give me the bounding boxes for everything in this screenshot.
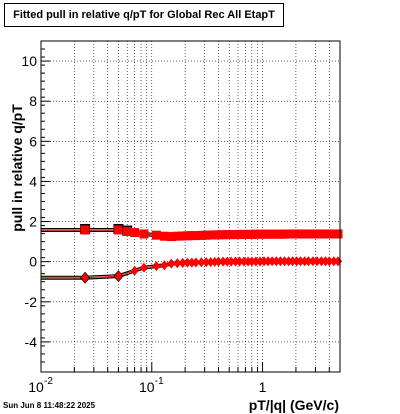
diamond-marker [325,256,334,267]
diamond-marker [296,256,305,267]
x-tick-label: 10 [28,379,44,395]
diamond-marker [235,256,244,267]
chart-title: Fitted pull in relative q/pT for Global … [4,3,284,27]
diamond-marker [191,257,200,268]
square-marker [159,231,169,241]
diamond-marker [272,256,281,267]
square-marker [122,227,132,237]
x-tick-label: 10 [139,379,155,395]
y-tick-label: 4 [29,173,37,189]
diamond-marker [202,257,211,268]
diamond-marker [227,256,236,267]
diamond-marker [160,260,169,271]
axis-ticks [40,48,341,372]
square-marker [213,230,223,240]
square-marker [324,229,334,239]
diamond-marker [284,256,293,267]
diamond-marker [334,256,343,267]
diamond-marker [276,256,285,267]
y-tick-label: 6 [29,133,37,149]
y-tick-label: 10 [21,53,37,69]
diamond-marker [81,272,90,283]
y-tick-label: 2 [29,214,37,230]
y-tick-label: -4 [25,334,38,350]
x-tick-label-exponent: -2 [44,376,53,387]
diamond-marker [219,256,228,267]
diamond-marker [247,256,256,267]
x-tick-label: 1 [259,379,267,395]
diamond-marker [173,258,182,269]
diamond-marker [268,256,277,267]
square-marker [113,225,123,235]
square-marker [166,232,176,242]
diamond-marker [214,256,223,267]
diamond-marker [264,256,273,267]
diamond-marker [152,261,161,272]
diamond-marker [139,262,148,273]
diamond-marker [308,256,317,267]
square-marker [130,228,140,238]
diamond-marker [240,256,249,267]
diamond-marker [130,265,139,276]
diamond-marker [304,256,313,267]
diamond-marker [231,256,240,267]
diamond-marker [259,256,268,267]
square-marker [178,231,188,241]
diamond-marker [251,256,260,267]
square-marker [191,231,201,241]
square-marker [151,230,161,240]
diamond-marker [313,256,322,267]
diamond-marker [114,271,123,282]
diamond-marker [167,258,176,269]
diamond-marker [329,256,338,267]
x-tick-label-exponent: -1 [155,376,164,387]
diamond-marker [178,257,187,268]
timestamp: Sun Jun 8 11:48:22 2025 [3,401,96,410]
square-marker [196,230,206,240]
plot-frame [40,40,341,373]
chart-title-text: Fitted pull in relative q/pT for Global … [13,9,275,21]
y-tick-label: 0 [29,254,37,270]
square-marker [172,231,182,241]
diamond-marker [317,256,326,267]
diamond-marker [183,257,192,268]
y-axis-label: pull in relative q/pT [9,104,25,232]
diamond-marker [280,256,289,267]
y-tick-label: 8 [29,93,37,109]
grid-lines [40,41,341,372]
x-axis-label: pT/|q| (GeV/c) [249,397,339,413]
y-tick-label: -2 [25,294,38,310]
diamond-marker [197,257,206,268]
data-markers [80,223,343,284]
square-marker [139,229,149,239]
square-marker [333,229,343,239]
square-marker [80,225,90,235]
